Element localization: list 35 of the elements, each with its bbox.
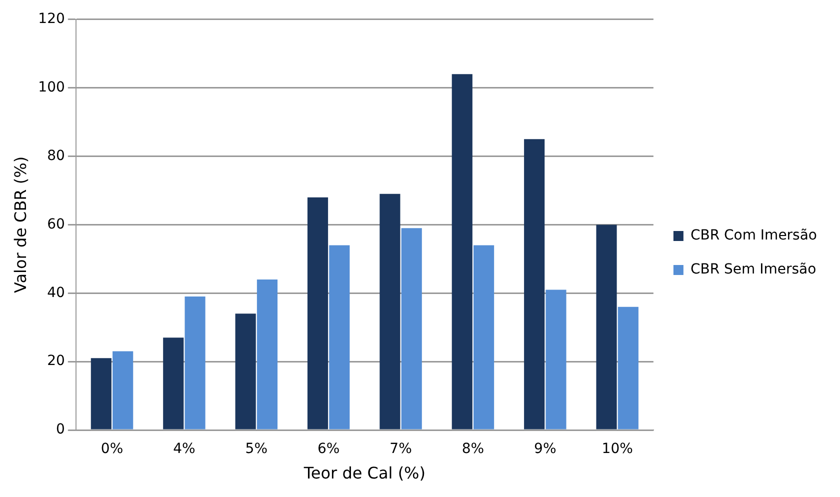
bar (452, 74, 472, 430)
bar (524, 139, 545, 430)
x-tick-label: 0% (100, 441, 124, 458)
bar (184, 296, 206, 430)
bar (329, 245, 350, 430)
bar (596, 224, 617, 430)
y-tick-label: 0 (56, 422, 65, 438)
bar (90, 358, 112, 430)
bar (307, 197, 328, 430)
x-tick-label: 10% (602, 441, 633, 458)
y-tick-label: 100 (38, 79, 65, 96)
legend-label: CBR Sem Imersão (690, 262, 816, 278)
x-axis-title: Teor de Cal (%) (302, 464, 426, 483)
bar (401, 228, 422, 430)
y-tick-label: 80 (47, 148, 65, 164)
y-axis-title: Valor de CBR (%) (10, 156, 30, 293)
bar (380, 194, 400, 430)
bar (618, 306, 638, 430)
y-tick-label: 20 (47, 353, 65, 370)
y-tick-label: 60 (47, 216, 65, 232)
x-tick-label: 7% (390, 441, 412, 458)
bar (546, 290, 566, 430)
bar (235, 314, 256, 430)
bar (163, 338, 184, 430)
bar (112, 351, 134, 430)
bar (256, 279, 278, 430)
x-tick-label: 9% (534, 441, 556, 458)
bar (474, 245, 494, 430)
x-tick-label: 5% (245, 441, 268, 458)
x-tick-label: 4% (173, 441, 196, 458)
y-tick-label: 40 (47, 284, 65, 301)
x-tick-label: 8% (462, 441, 484, 458)
x-tick-label: 6% (317, 441, 340, 458)
legend-label: CBR Com Imersão (690, 228, 817, 244)
y-tick-label: 120 (38, 11, 65, 28)
